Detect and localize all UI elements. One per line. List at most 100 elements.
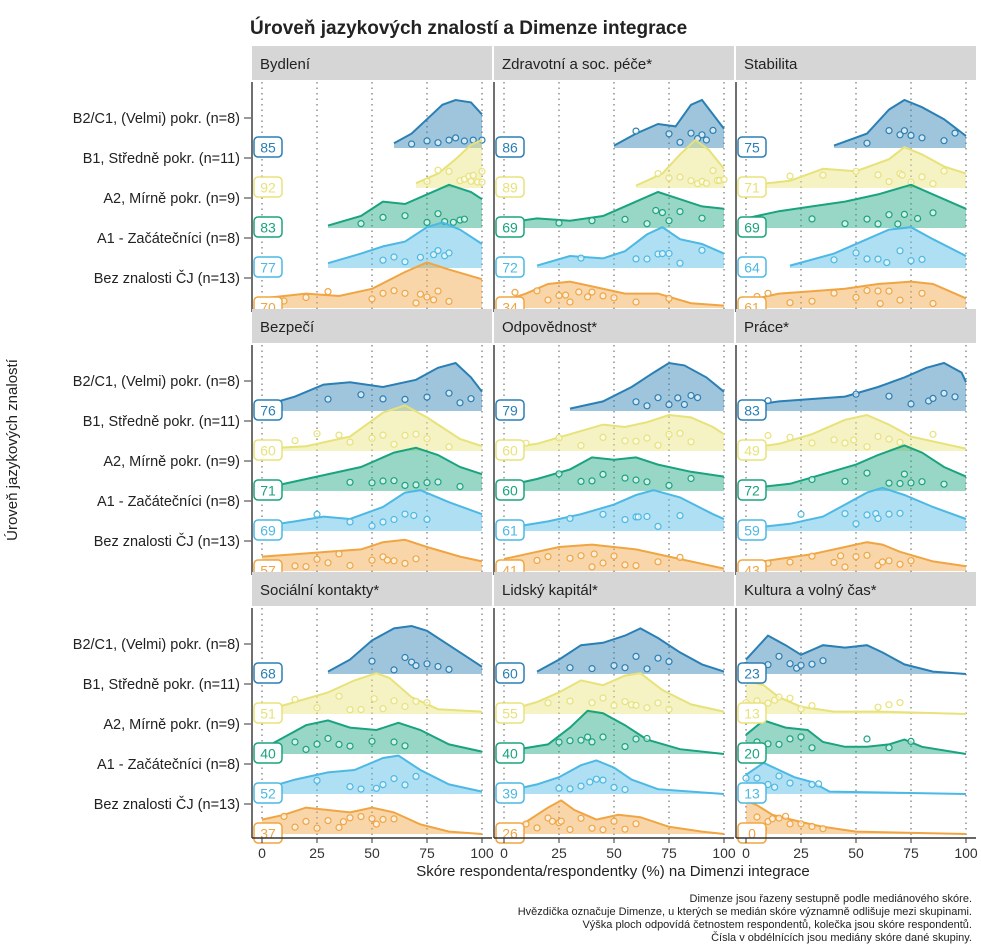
respondent-point (951, 393, 959, 401)
respondent-point (797, 820, 805, 828)
respondent-point (863, 551, 871, 559)
facet-title: Odpovědnost* (502, 319, 597, 336)
respondent-point (401, 212, 409, 220)
ridge-line (261, 446, 483, 490)
respondent-point (610, 701, 618, 710)
respondent-point (720, 176, 728, 184)
ridge-line (745, 361, 967, 408)
respondent-point (478, 167, 486, 175)
respondent-point (390, 774, 398, 783)
median-label: 69 (744, 220, 760, 236)
respondent-point (583, 293, 592, 301)
respondent-point (368, 657, 376, 665)
respondent-point (379, 518, 387, 526)
respondent-point (434, 139, 442, 147)
respondent-point (577, 477, 585, 485)
median-label: 39 (502, 786, 518, 802)
respondent-point (878, 558, 887, 566)
respondent-point (610, 783, 618, 792)
facet-header (736, 572, 976, 606)
respondent-point (852, 390, 860, 398)
respondent-point (852, 552, 860, 561)
respondent-point (913, 214, 922, 223)
respondent-point (412, 555, 420, 563)
respondent-point (408, 140, 416, 148)
ridge-area (504, 710, 724, 754)
respondent-point (654, 170, 662, 178)
respondent-point (434, 478, 442, 486)
respondent-point (357, 785, 365, 793)
respondent-point (610, 552, 618, 560)
ridge-line (503, 799, 725, 835)
respondent-point (544, 699, 552, 707)
median-box (737, 742, 767, 764)
median-box (253, 216, 283, 238)
median-box (253, 702, 283, 724)
respondent-point (676, 511, 684, 520)
respondent-point (775, 740, 783, 748)
respondent-point (929, 180, 937, 188)
respondent-point (693, 394, 702, 402)
respondent-point (654, 394, 662, 402)
respondent-point (874, 287, 882, 295)
respondent-point (599, 433, 607, 441)
ridge-line (503, 190, 725, 225)
ridge-line (569, 361, 725, 410)
respondent-point (632, 255, 640, 263)
ridge-line (261, 806, 483, 835)
respondent-point (830, 436, 838, 444)
respondent-point (390, 287, 398, 295)
respondent-point (324, 288, 332, 296)
median-label: 37 (260, 826, 276, 842)
ridge-line (503, 456, 725, 488)
respondent-point (654, 522, 662, 531)
respondent-point (372, 820, 380, 828)
median-box (737, 519, 767, 541)
respondent-point (885, 211, 893, 219)
respondent-point (588, 664, 596, 673)
respondent-point (401, 742, 409, 750)
median-label: 13 (744, 786, 760, 802)
ridge-line (261, 538, 483, 563)
group-label: Bez znalosti ČJ (n=13) (94, 796, 240, 813)
median-label: 72 (744, 483, 760, 499)
respondent-point (590, 550, 598, 558)
respondent-point (852, 249, 860, 257)
ridge-area (504, 490, 724, 531)
respondent-point (379, 289, 387, 297)
respondent-point (676, 429, 684, 437)
median-label: 60 (502, 443, 518, 459)
respondent-point (781, 812, 790, 820)
respondent-point (808, 475, 816, 484)
respondent-point (885, 557, 893, 565)
respondent-point (430, 296, 438, 304)
respondent-point (401, 258, 409, 266)
respondent-point (896, 560, 904, 568)
respondent-point (896, 438, 904, 446)
median-label: 92 (260, 180, 276, 196)
ridge-line (745, 444, 967, 490)
respondent-point (588, 217, 596, 225)
respondent-point (885, 178, 893, 186)
respondent-point (577, 814, 585, 822)
respondent-point (819, 825, 827, 833)
ridge-line (745, 183, 967, 220)
respondent-point (291, 738, 299, 746)
respondent-point (577, 736, 585, 744)
facet-header (736, 46, 976, 80)
ridge-line (327, 624, 483, 673)
median-label: 64 (744, 260, 760, 276)
respondent-point (885, 701, 893, 709)
median-box (253, 399, 283, 421)
ridge-area (746, 363, 966, 411)
respondent-point (768, 815, 777, 823)
respondent-point (885, 127, 893, 135)
ridge-area (746, 184, 966, 228)
respondent-point (434, 210, 442, 218)
respondent-point (841, 439, 849, 447)
respondent-point (658, 250, 667, 258)
respondent-point (379, 815, 387, 824)
